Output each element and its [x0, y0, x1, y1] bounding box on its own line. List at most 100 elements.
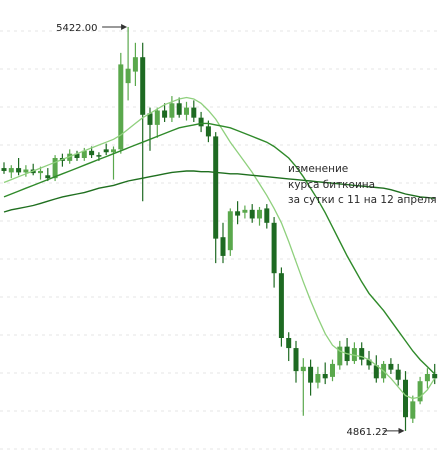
candle-body — [417, 381, 423, 402]
candle-body — [213, 136, 219, 239]
candle-body — [286, 338, 292, 349]
candle-body — [111, 149, 116, 153]
candle — [162, 103, 168, 122]
candle — [125, 26, 131, 101]
candle-body — [140, 57, 146, 115]
candle-body — [52, 158, 58, 179]
candle-body — [322, 374, 328, 379]
low-price-arrowhead — [398, 427, 405, 434]
candle — [257, 206, 262, 226]
candle — [344, 338, 350, 366]
candle — [184, 101, 189, 121]
candle — [198, 111, 204, 133]
candle-body — [249, 209, 255, 219]
candle-body — [125, 68, 131, 84]
candles — [1, 26, 438, 431]
candle-body — [403, 379, 408, 418]
candle-body — [351, 348, 357, 362]
moving-averages — [3, 96, 436, 400]
candle — [395, 363, 401, 386]
candle — [264, 204, 270, 229]
candle — [315, 366, 321, 389]
candle — [249, 204, 255, 223]
candle-body — [424, 374, 430, 382]
candle-body — [432, 374, 438, 379]
candle-body — [257, 209, 262, 219]
candle — [169, 96, 175, 122]
candle — [154, 107, 160, 138]
candle — [351, 342, 357, 364]
annotation-line-1: изменение — [288, 163, 348, 175]
candle — [205, 120, 211, 143]
candle — [30, 163, 36, 176]
candle — [227, 208, 233, 256]
candle — [38, 166, 43, 180]
ma-slow-line — [3, 170, 435, 213]
candle — [191, 100, 197, 122]
high-price-label: 5422.00 — [56, 23, 97, 34]
candle-body — [154, 110, 160, 125]
candle-body — [23, 169, 29, 173]
candle — [176, 97, 182, 118]
candle-body — [176, 103, 182, 115]
candle — [111, 146, 116, 180]
candle-body — [16, 168, 22, 173]
candle — [220, 222, 226, 264]
candle — [410, 395, 416, 423]
candle-body — [242, 209, 248, 213]
candle — [213, 132, 219, 264]
candle-body — [8, 168, 14, 173]
candle — [147, 107, 153, 151]
annotation-line-2: курса биткоина — [288, 179, 375, 191]
annotation-line-3: за сутки с 11 на 12 апреля — [288, 194, 437, 206]
candle — [8, 165, 14, 179]
low-price-label: 4861.22 — [347, 427, 388, 438]
candle — [403, 371, 408, 431]
price-labels: 5422.00 4861.22 — [56, 23, 405, 438]
candle — [103, 143, 109, 156]
candle — [1, 162, 7, 174]
candle — [337, 340, 343, 370]
candle-body — [132, 57, 138, 72]
candle-body — [271, 222, 277, 274]
candle-body — [227, 211, 233, 251]
candle-body — [278, 273, 284, 338]
ma-mid-line — [3, 122, 436, 375]
candle-body — [373, 365, 379, 379]
candle-body — [147, 113, 153, 125]
candle-body — [169, 103, 175, 118]
candle — [23, 165, 29, 177]
candle — [359, 342, 365, 366]
candle-body — [184, 107, 189, 115]
candle-body — [45, 175, 51, 179]
candle-body — [359, 348, 365, 360]
candle-body — [198, 117, 204, 127]
candle-body — [395, 369, 401, 380]
candle-body — [74, 153, 80, 158]
candle-body — [96, 155, 102, 157]
candle-body — [81, 150, 87, 158]
candle — [132, 42, 138, 86]
candle — [242, 205, 248, 219]
ma-fast-line — [3, 96, 436, 400]
candle-body — [235, 211, 241, 216]
candle-body — [264, 208, 270, 223]
candle — [322, 362, 328, 385]
candle-body — [191, 107, 197, 118]
candle-body — [308, 366, 314, 383]
candle-body — [366, 359, 372, 366]
candle — [308, 359, 314, 396]
high-price-arrowhead — [121, 23, 128, 30]
candle-body — [315, 374, 321, 383]
annotation: изменение курса биткоина за сутки с 11 н… — [288, 163, 437, 206]
candle-body — [118, 64, 124, 150]
candle — [118, 52, 124, 154]
candle — [140, 42, 146, 202]
candle — [81, 147, 87, 161]
candle — [330, 359, 335, 382]
candle-body — [388, 363, 394, 370]
candle-body — [1, 168, 7, 171]
candle — [388, 358, 394, 374]
candle — [235, 201, 241, 225]
